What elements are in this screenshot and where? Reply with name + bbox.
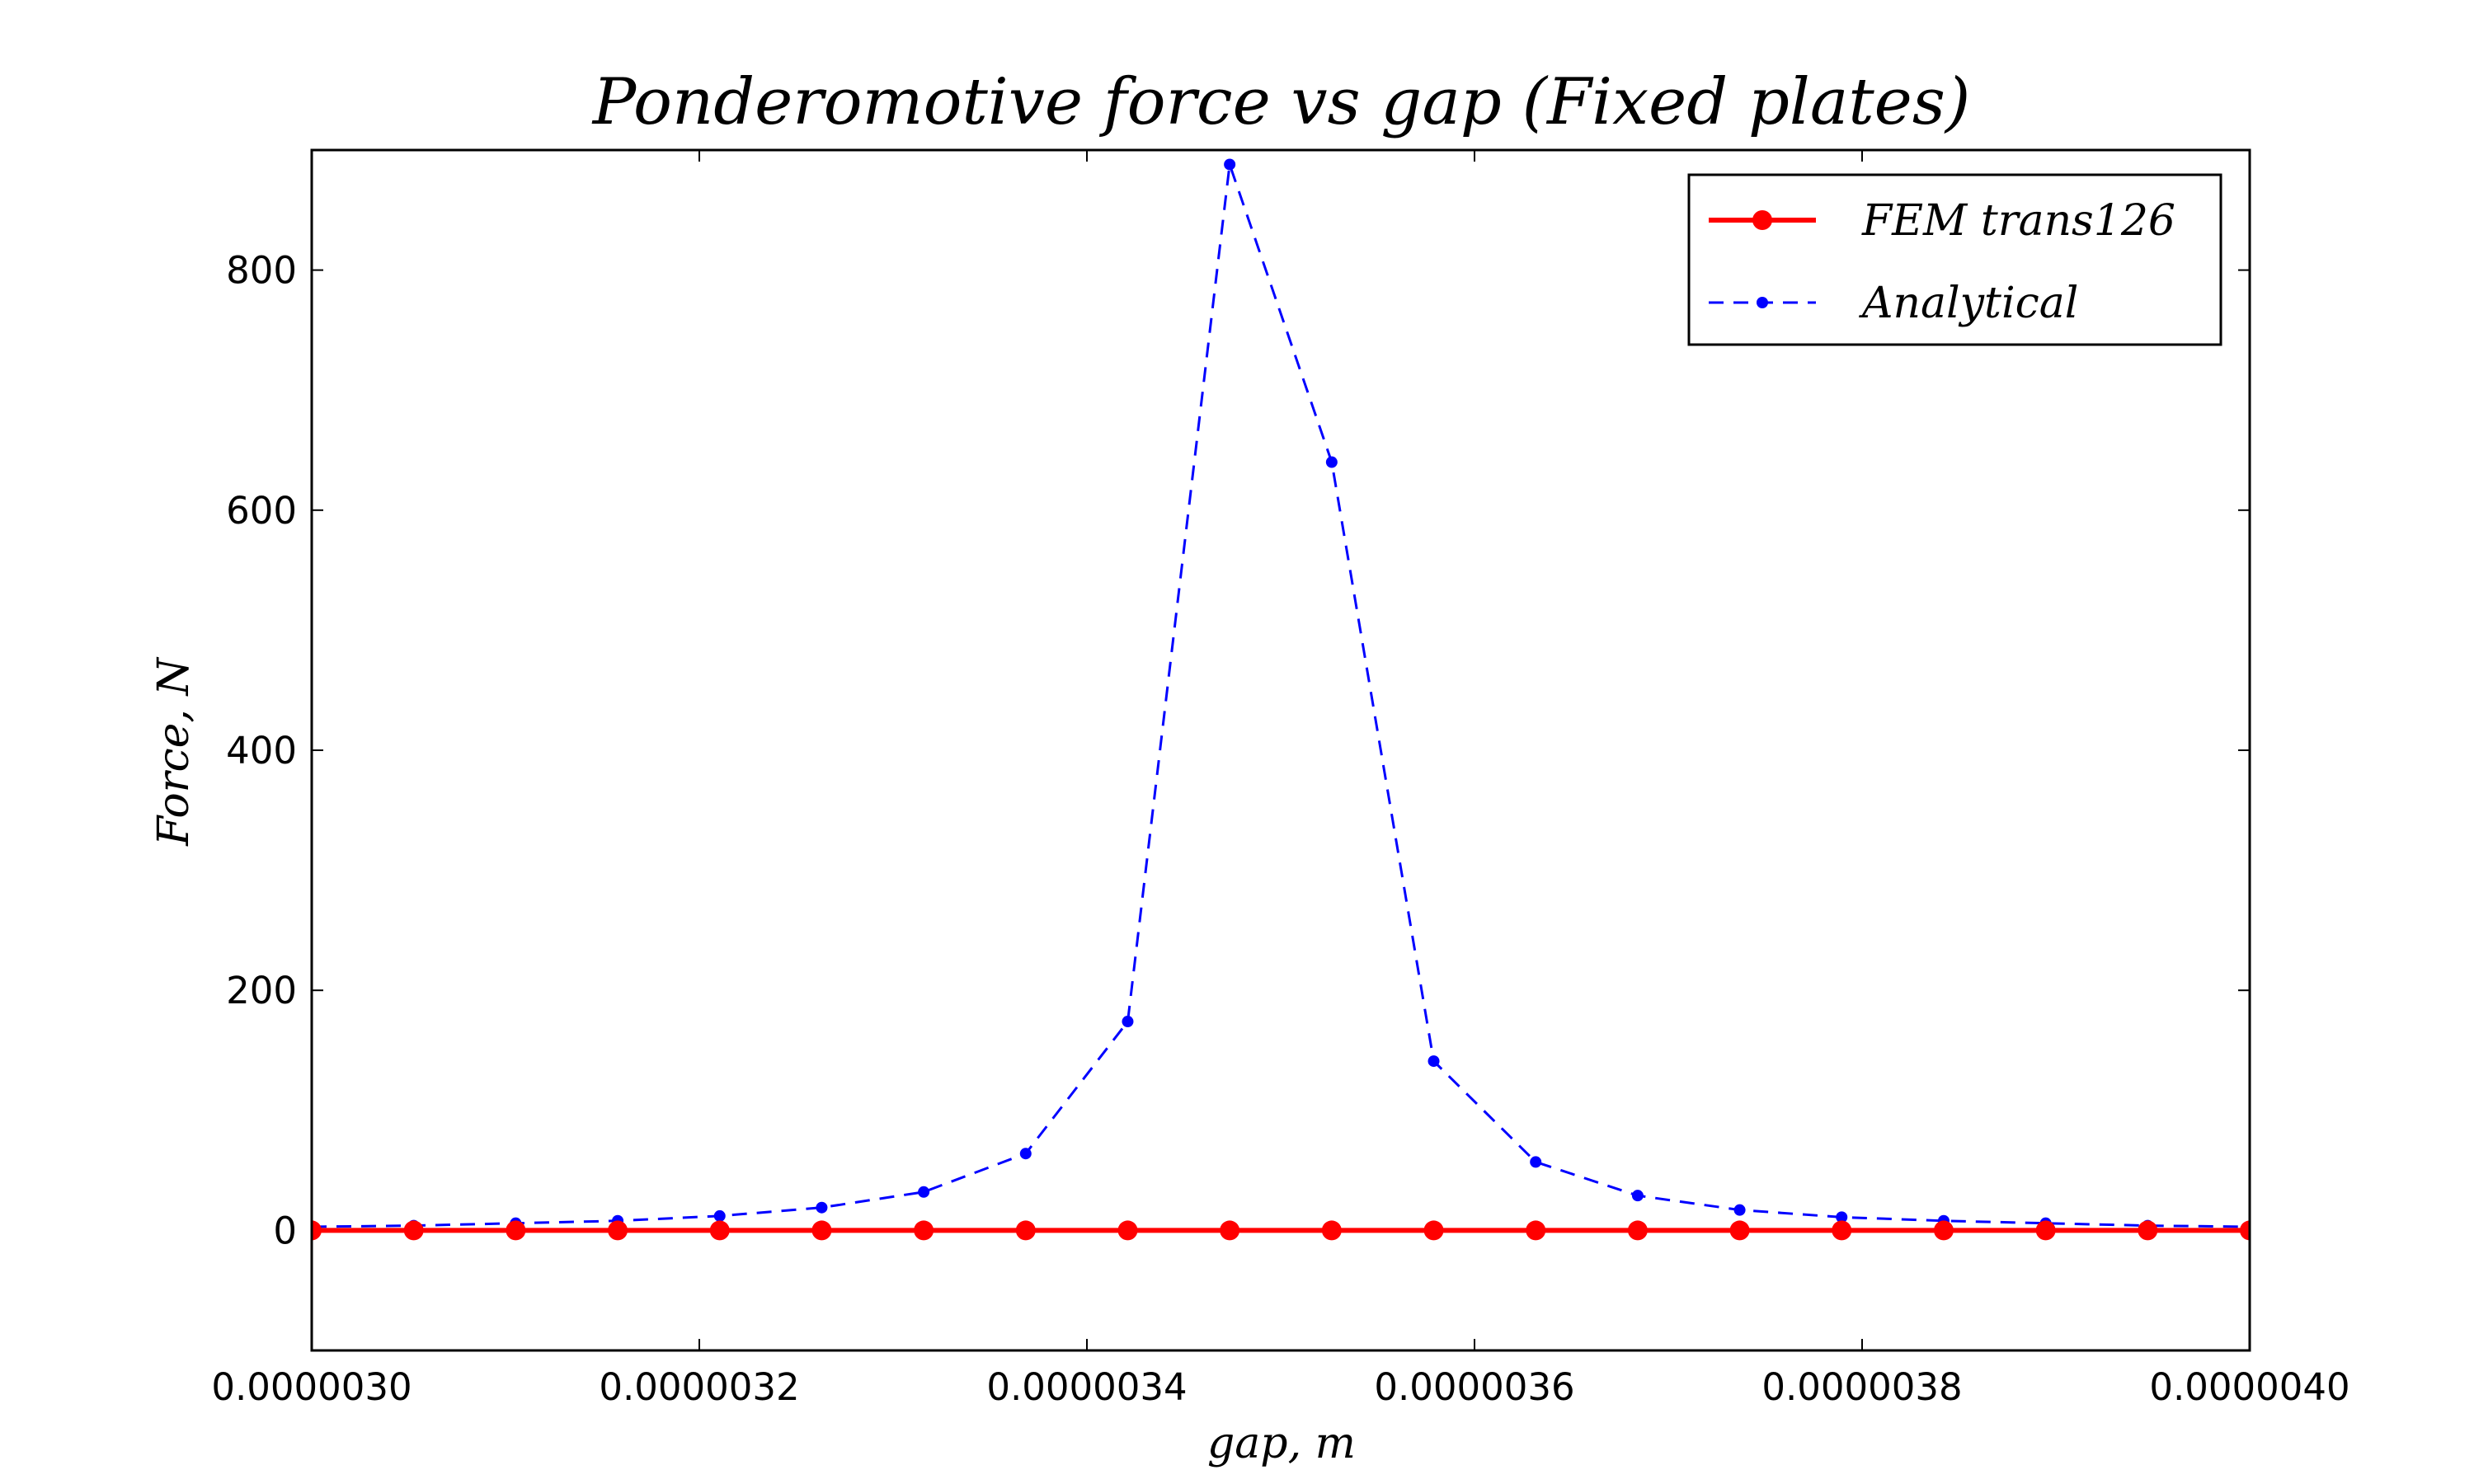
legend-swatch-marker: [1757, 297, 1768, 308]
plot-area: 0.0000030 0.0000032 0.0000034 0.0000036 0.00…: [211, 148, 2350, 1409]
x-tick-label: 0.0000036: [1374, 1365, 1574, 1409]
data-point-fem: [1015, 1220, 1036, 1241]
data-point-fem: [2240, 1220, 2250, 1241]
chart-title: Ponderomotive force vs gap (Fixed plates…: [591, 65, 1971, 139]
y-tick-label: 400: [226, 729, 297, 773]
data-point-analytical: [816, 1201, 828, 1214]
legend-box: [1687, 173, 2222, 346]
legend-label: Analytical: [1859, 279, 2078, 328]
data-point-fem: [1117, 1220, 1138, 1241]
y-tick-label: 800: [226, 249, 297, 293]
data-point-fem: [1423, 1220, 1444, 1241]
x-tick-label: 0.0000040: [2149, 1365, 2349, 1409]
data-point-fem: [312, 1220, 322, 1241]
data-point-analytical: [1122, 1016, 1134, 1028]
series-group: [312, 158, 2250, 1241]
data-point-analytical: [1427, 1055, 1440, 1068]
data-point-fem: [1729, 1220, 1750, 1241]
x-tick-label: 0.0000030: [211, 1365, 412, 1409]
x-tick-label: 0.0000032: [599, 1365, 799, 1409]
data-point-fem: [1933, 1220, 1954, 1241]
data-point-fem: [1220, 1220, 1240, 1241]
data-point-analytical: [1733, 1204, 1746, 1216]
data-point-analytical: [1325, 456, 1338, 468]
legend-label: FEM trans126: [1861, 196, 2175, 246]
y-tick-label: 200: [226, 969, 297, 1012]
data-point-fem: [1526, 1220, 1546, 1241]
legend-swatch-marker: [1752, 210, 1772, 230]
axes-frame: [310, 148, 2251, 1352]
data-point-fem: [1627, 1220, 1648, 1241]
data-point-fem: [2138, 1220, 2158, 1241]
data-point-analytical: [918, 1186, 930, 1198]
data-point-analytical: [1530, 1156, 1542, 1168]
y-tick-label: 600: [226, 489, 297, 533]
x-tick-label: 0.0000034: [986, 1365, 1187, 1409]
y-axis-label: Force, N: [149, 657, 199, 847]
y-tick-label: 0: [273, 1209, 297, 1252]
legend: FEM trans126 Analytical: [1687, 173, 2222, 346]
data-point-fem: [2035, 1220, 2056, 1241]
data-point-analytical: [1224, 158, 1236, 171]
data-point-analytical: [1631, 1190, 1644, 1202]
data-point-fem: [608, 1220, 628, 1241]
data-point-analytical: [1836, 1211, 1848, 1223]
data-point-fem: [811, 1220, 832, 1241]
x-tick-label: 0.0000038: [1761, 1365, 1962, 1409]
data-point-fem: [1832, 1220, 1852, 1241]
data-point-analytical: [1019, 1148, 1032, 1160]
data-point-fem: [1321, 1220, 1342, 1241]
x-axis-label: gap, m: [1207, 1419, 1356, 1468]
data-point-fem: [403, 1220, 424, 1241]
data-point-fem: [914, 1220, 934, 1241]
data-point-fem: [506, 1220, 526, 1241]
series-line-analytical: [312, 164, 2250, 1228]
data-point-fem: [709, 1220, 730, 1241]
data-point-analytical: [713, 1209, 726, 1222]
